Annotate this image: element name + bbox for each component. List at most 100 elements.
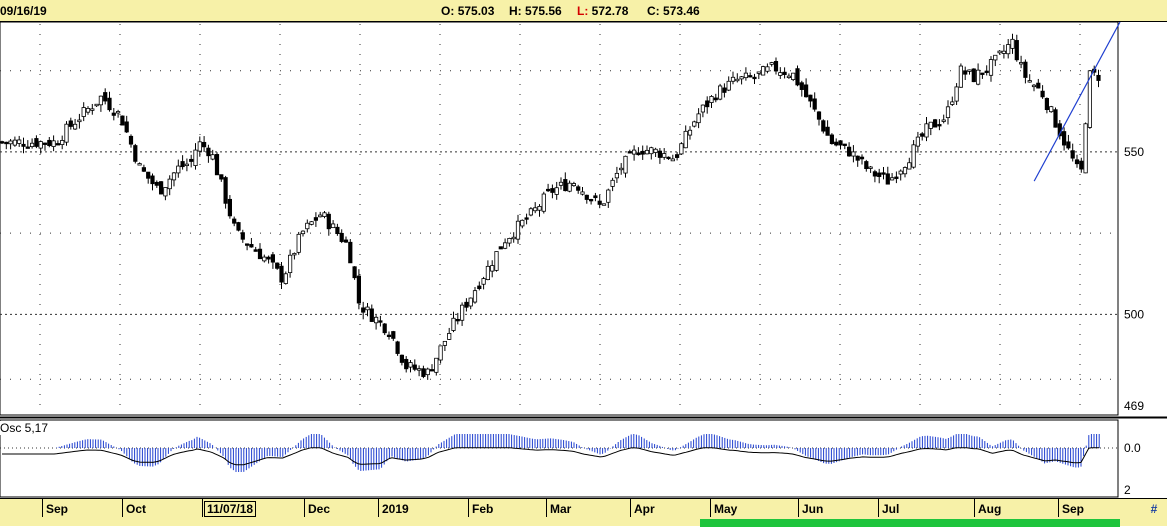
x-tick-label-8: May <box>714 502 738 516</box>
candle-up <box>1019 62 1024 65</box>
candle-up <box>898 170 903 175</box>
candle-down <box>971 68 976 83</box>
candle-up <box>38 141 43 149</box>
x-tick-separator <box>798 499 799 517</box>
candle-down <box>842 143 847 146</box>
candle-down <box>124 121 129 133</box>
candle-down <box>859 156 865 160</box>
candle-down <box>404 358 409 370</box>
candle-up <box>12 139 17 146</box>
candle-down <box>244 243 250 246</box>
candle-up <box>210 154 215 160</box>
candle-up <box>662 153 667 158</box>
candle-up <box>993 54 998 61</box>
candle-down <box>219 174 224 180</box>
x-tick-separator <box>974 499 975 517</box>
candle-up <box>98 95 103 106</box>
candle-down <box>356 275 362 304</box>
candle-down <box>335 226 340 234</box>
candle-up <box>610 179 615 187</box>
x-tick-label-10: Jul <box>882 502 900 516</box>
candle-up <box>571 183 577 187</box>
candle-down <box>141 167 146 172</box>
candle-down <box>584 194 589 200</box>
candle-down <box>881 172 886 175</box>
candle-up <box>438 345 443 361</box>
candle-up <box>653 148 658 153</box>
scroll-corner-button[interactable]: # <box>1150 502 1158 516</box>
candle-up <box>696 113 701 124</box>
candle-down <box>206 147 211 157</box>
candle-down <box>313 217 319 221</box>
scroll-thumb[interactable] <box>700 519 1120 527</box>
candle-down <box>412 364 417 370</box>
candle-down <box>1062 131 1067 146</box>
header-bar: 09/16/19 O: 575.03 H: 575.56 L: 572.78 C… <box>0 0 1167 22</box>
candle-up <box>1087 70 1092 128</box>
candle-down <box>42 142 48 145</box>
candle-down <box>666 156 671 160</box>
price-panel-frame <box>0 22 1119 416</box>
candle-up <box>287 254 293 274</box>
candle-up <box>958 65 964 88</box>
x-tick-label-2: 11/07/18 <box>204 501 257 517</box>
candle-up <box>137 163 142 166</box>
candle-up <box>318 214 323 218</box>
candle-up <box>606 189 611 203</box>
x-tick-label-9: Jun <box>802 502 824 516</box>
candle-up <box>296 233 301 253</box>
candle-up <box>558 181 564 186</box>
candle-down <box>111 112 116 116</box>
candle-down <box>326 213 331 230</box>
candle-up <box>442 340 448 346</box>
osc-tick-label-0: 0.0 <box>1124 441 1141 455</box>
candle-down <box>825 126 830 136</box>
candle-up <box>614 172 620 179</box>
candles <box>0 33 1101 380</box>
low-readout: L: 572.78 <box>577 4 628 18</box>
candle-up <box>490 265 495 272</box>
price-chart[interactable]: 550 500 469 0.0 2 <box>0 22 1167 498</box>
open-value: 575.03 <box>457 4 495 18</box>
high-key: H: <box>509 4 522 18</box>
candle-up <box>163 187 168 197</box>
close-value: 573.46 <box>663 4 700 18</box>
low-key: L: <box>577 4 589 18</box>
candle-down <box>270 254 276 263</box>
candle-up <box>739 76 744 80</box>
candle-up <box>541 193 546 212</box>
candle-up <box>171 172 177 181</box>
candle-up <box>761 66 766 76</box>
candle-down <box>55 143 61 146</box>
candle-down <box>382 323 387 334</box>
candle-down <box>391 331 396 339</box>
candle-up <box>580 191 585 195</box>
candle-up <box>77 119 82 123</box>
x-tick-separator <box>546 499 547 517</box>
candle-down <box>546 188 551 192</box>
candle-down <box>189 158 194 162</box>
candle-up <box>1083 123 1088 174</box>
candle-up <box>537 206 542 211</box>
candle-down <box>399 354 405 363</box>
candle-up <box>743 72 749 79</box>
candle-up <box>644 149 650 155</box>
candle-down <box>576 186 581 191</box>
high-value: 575.56 <box>525 4 562 18</box>
candle-up <box>619 167 624 171</box>
candle-up <box>322 212 327 217</box>
high-readout: H: 575.56 <box>509 4 562 18</box>
candle-up <box>459 304 465 321</box>
candle-down <box>597 200 602 205</box>
candle-up <box>567 182 572 192</box>
candle-down <box>348 241 353 264</box>
close-readout: C: 573.46 <box>647 4 700 18</box>
candle-down <box>4 141 9 145</box>
candle-down <box>834 141 839 146</box>
candle-down <box>984 70 989 73</box>
candle-down <box>369 308 374 322</box>
candle-up <box>1027 80 1032 83</box>
date-label: 09/16/19 <box>0 4 47 18</box>
candle-down <box>421 368 426 377</box>
candle-up <box>528 208 534 216</box>
